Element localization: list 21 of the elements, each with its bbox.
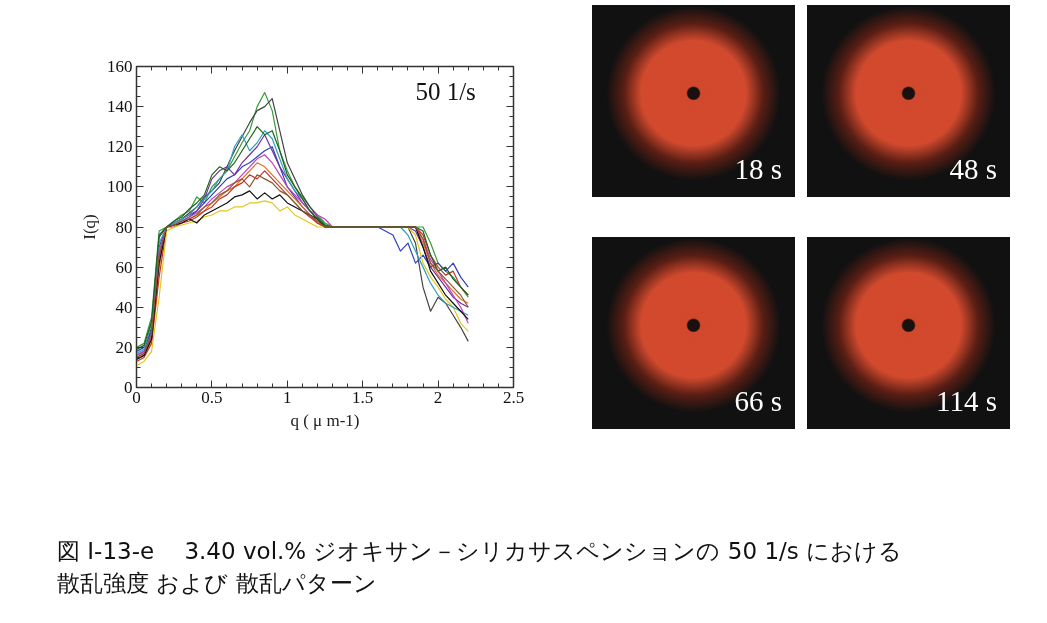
- y-tick-label: 160: [107, 57, 133, 76]
- text: 66 s: [733, 385, 782, 417]
- y-tick-label: 20: [115, 337, 133, 357]
- y-axis-title: I(q): [80, 214, 99, 240]
- text: 図 Ⅰ-13-e 3.40 vol.% ジオキサン－シリカサスペンションの 50 1/s における散乱強度 および 散乱パターン: [57, 537, 904, 598]
- x-axis-title: q ( μ m-1): [290, 410, 360, 430]
- y-tick-label: 80: [115, 217, 133, 237]
- y-tick-label: 140: [107, 97, 133, 117]
- y-tick-label: 60: [115, 257, 133, 277]
- text: 18 s: [733, 153, 782, 185]
- x-tick-label: 0.5: [201, 387, 223, 407]
- text: 114 s: [935, 385, 997, 417]
- text: 48 s: [948, 153, 997, 185]
- y-tick-label: 100: [107, 177, 133, 197]
- x-tick-label: 1.5: [352, 387, 374, 407]
- y-tick-label: 40: [115, 297, 133, 317]
- x-tick-label: 2: [433, 387, 443, 407]
- y-tick-label: 120: [107, 137, 133, 157]
- annotation: 50 1/s: [415, 77, 476, 105]
- x-tick-label: 2.5: [502, 387, 525, 407]
- x-tick-label: 1: [283, 387, 292, 407]
